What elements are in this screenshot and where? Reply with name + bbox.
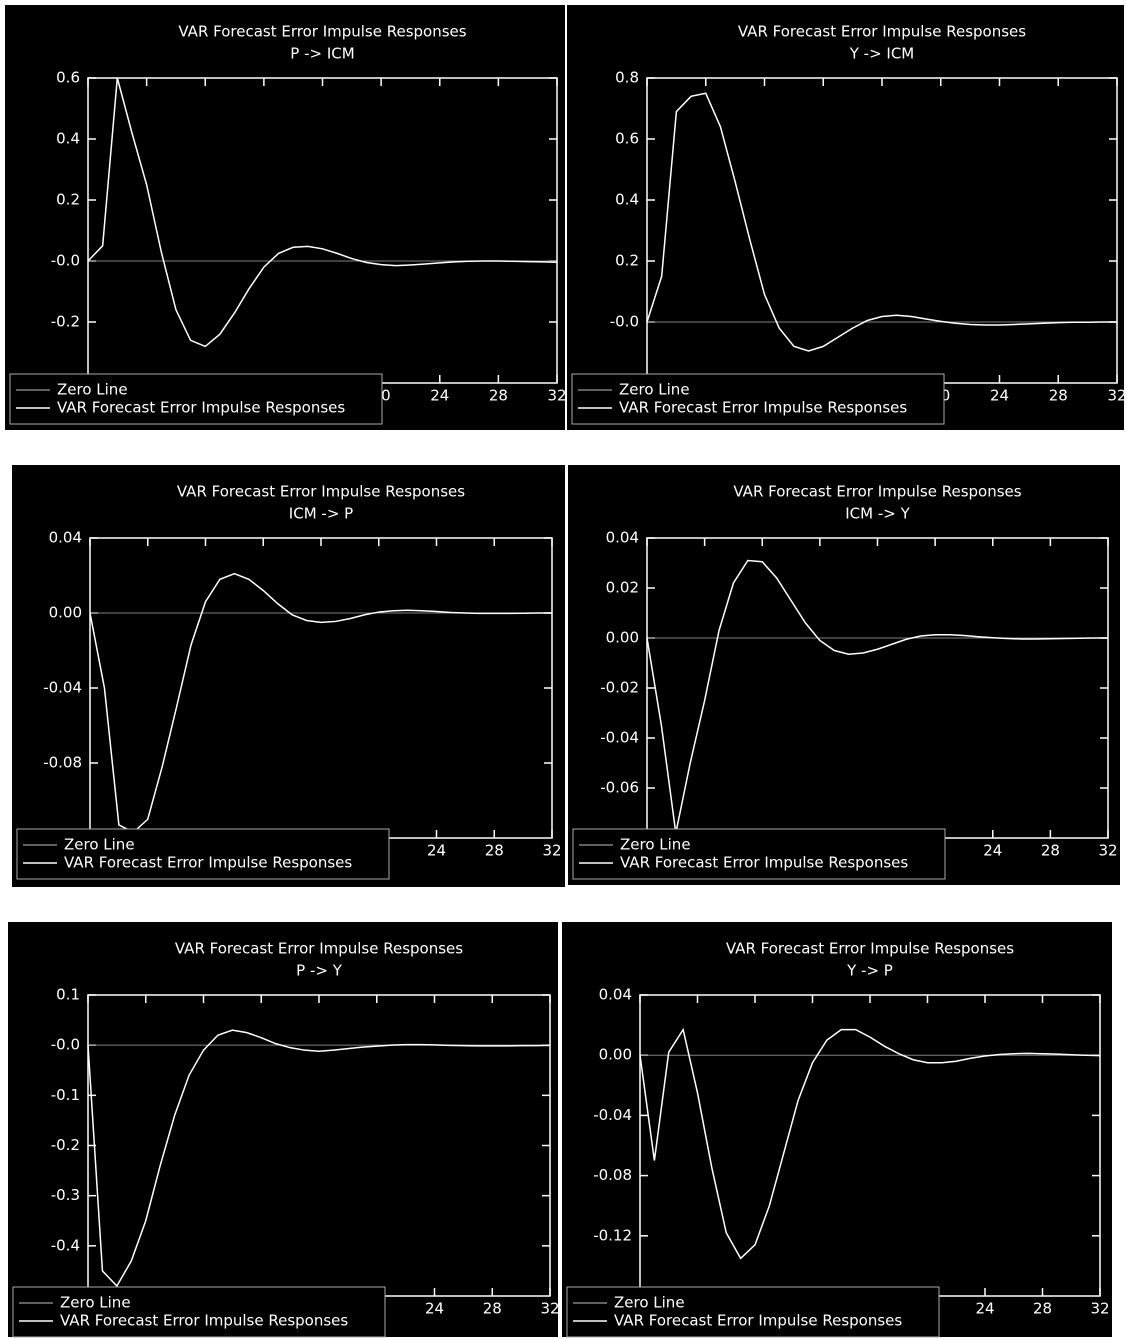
y-tick-label: 0.00 bbox=[599, 1046, 632, 1064]
x-tick-label: 24 bbox=[430, 387, 449, 405]
y-tick-label: -0.1 bbox=[51, 1086, 80, 1104]
legend-label: VAR Forecast Error Impulse Responses bbox=[57, 399, 345, 417]
y-tick-label: -0.06 bbox=[600, 779, 639, 797]
legend-label: VAR Forecast Error Impulse Responses bbox=[619, 399, 907, 417]
response-line bbox=[87, 1029, 551, 1288]
y-tick-label: 0.6 bbox=[615, 130, 639, 148]
legend-label: Zero Line bbox=[614, 1294, 685, 1312]
legend-label: Zero Line bbox=[620, 836, 691, 854]
x-tick-label: 28 bbox=[1041, 842, 1060, 860]
chart-panel: VAR Forecast Error Impulse Responses P ->… bbox=[5, 5, 567, 430]
response-line bbox=[87, 77, 558, 348]
chart-title: VAR Forecast Error Impulse Responses bbox=[177, 483, 465, 501]
legend-label: Zero Line bbox=[57, 381, 128, 399]
panel-background bbox=[5, 5, 565, 430]
x-tick-label: 24 bbox=[990, 387, 1009, 405]
chart-subtitle: Y -> P bbox=[846, 962, 893, 980]
panel-background bbox=[8, 922, 558, 1337]
y-tick-label: 0.02 bbox=[606, 579, 639, 597]
chart-panel: VAR Forecast Error Impulse Responses Y ->… bbox=[562, 922, 1112, 1338]
x-tick-label: 28 bbox=[1033, 1300, 1052, 1318]
x-tick-label: 32 bbox=[1090, 1300, 1109, 1318]
chart-panel: VAR Forecast Error Impulse Responses ICM … bbox=[568, 465, 1120, 885]
x-tick-label: 32 bbox=[1107, 387, 1126, 405]
y-tick-label: -0.02 bbox=[600, 679, 639, 697]
x-tick-label: 24 bbox=[427, 842, 446, 860]
y-tick-label: -0.04 bbox=[593, 1106, 632, 1124]
chart-panel: VAR Forecast Error Impulse Responses P ->… bbox=[8, 922, 560, 1338]
y-tick-label: -0.0 bbox=[610, 313, 639, 331]
response-line bbox=[639, 1027, 1101, 1260]
y-tick-label: 0.04 bbox=[49, 529, 82, 547]
legend-label: VAR Forecast Error Impulse Responses bbox=[60, 1312, 348, 1330]
y-tick-label: -0.04 bbox=[600, 729, 639, 747]
chart-title: VAR Forecast Error Impulse Responses bbox=[733, 483, 1021, 501]
legend-box bbox=[9, 373, 383, 425]
x-tick-label: 28 bbox=[485, 842, 504, 860]
y-tick-label: -0.08 bbox=[43, 754, 82, 772]
x-tick-label: 32 bbox=[542, 842, 561, 860]
chart-panel: VAR Forecast Error Impulse Responses Y ->… bbox=[567, 5, 1127, 430]
legend-box bbox=[572, 828, 946, 880]
y-tick-label: -0.04 bbox=[43, 679, 82, 697]
y-tick-label: -0.12 bbox=[593, 1226, 632, 1244]
legend-box bbox=[12, 1286, 386, 1338]
y-tick-label: -0.2 bbox=[51, 1136, 80, 1154]
legend-box bbox=[566, 1286, 940, 1338]
chart-title: VAR Forecast Error Impulse Responses bbox=[738, 23, 1026, 41]
y-tick-label: 0.8 bbox=[615, 69, 639, 87]
x-tick-label: 32 bbox=[1098, 842, 1117, 860]
legend-label: Zero Line bbox=[619, 381, 690, 399]
x-tick-label: 28 bbox=[483, 1300, 502, 1318]
legend-label: VAR Forecast Error Impulse Responses bbox=[614, 1312, 902, 1330]
y-tick-label: -0.3 bbox=[51, 1186, 80, 1204]
legend-label: Zero Line bbox=[64, 836, 135, 854]
y-tick-label: -0.0 bbox=[51, 252, 80, 270]
panel-background bbox=[562, 922, 1112, 1337]
x-tick-label: 24 bbox=[983, 842, 1002, 860]
y-tick-label: 0.04 bbox=[599, 986, 632, 1004]
legend-box bbox=[571, 373, 945, 425]
y-tick-label: 0.4 bbox=[56, 130, 80, 148]
chart-title: VAR Forecast Error Impulse Responses bbox=[175, 940, 463, 958]
y-tick-label: -0.4 bbox=[51, 1236, 80, 1254]
legend-label: Zero Line bbox=[60, 1294, 131, 1312]
y-tick-label: 0.1 bbox=[56, 986, 80, 1004]
legend-label: VAR Forecast Error Impulse Responses bbox=[64, 854, 352, 872]
x-tick-label: 28 bbox=[489, 387, 508, 405]
y-tick-label: 0.6 bbox=[56, 69, 80, 87]
y-tick-label: 0.04 bbox=[606, 529, 639, 547]
chart-panel: VAR Forecast Error Impulse Responses ICM … bbox=[12, 465, 565, 887]
y-tick-label: -0.2 bbox=[51, 313, 80, 331]
chart-subtitle: P -> Y bbox=[296, 962, 343, 980]
chart-title: VAR Forecast Error Impulse Responses bbox=[178, 23, 466, 41]
panel-background bbox=[12, 465, 565, 887]
panel-background bbox=[567, 5, 1124, 430]
y-tick-label: 0.2 bbox=[56, 191, 80, 209]
y-tick-label: 0.00 bbox=[606, 629, 639, 647]
x-tick-label: 32 bbox=[547, 387, 566, 405]
chart-title: VAR Forecast Error Impulse Responses bbox=[726, 940, 1014, 958]
legend-box bbox=[16, 828, 390, 880]
x-tick-label: 24 bbox=[425, 1300, 444, 1318]
response-line bbox=[89, 572, 552, 834]
x-tick-label: 32 bbox=[540, 1300, 559, 1318]
chart-subtitle: P -> ICM bbox=[290, 45, 354, 63]
y-tick-label: -0.08 bbox=[593, 1166, 632, 1184]
response-line bbox=[646, 559, 1108, 834]
y-tick-label: 0.2 bbox=[615, 252, 639, 270]
panel-background bbox=[568, 465, 1120, 885]
x-tick-label: 24 bbox=[975, 1300, 994, 1318]
response-line bbox=[646, 92, 1117, 352]
chart-subtitle: Y -> ICM bbox=[849, 45, 915, 63]
chart-subtitle: ICM -> Y bbox=[845, 505, 910, 523]
legend-label: VAR Forecast Error Impulse Responses bbox=[620, 854, 908, 872]
y-tick-label: 0.00 bbox=[49, 604, 82, 622]
y-tick-label: -0.0 bbox=[51, 1036, 80, 1054]
x-tick-label: 28 bbox=[1049, 387, 1068, 405]
chart-subtitle: ICM -> P bbox=[289, 505, 353, 523]
y-tick-label: 0.4 bbox=[615, 191, 639, 209]
